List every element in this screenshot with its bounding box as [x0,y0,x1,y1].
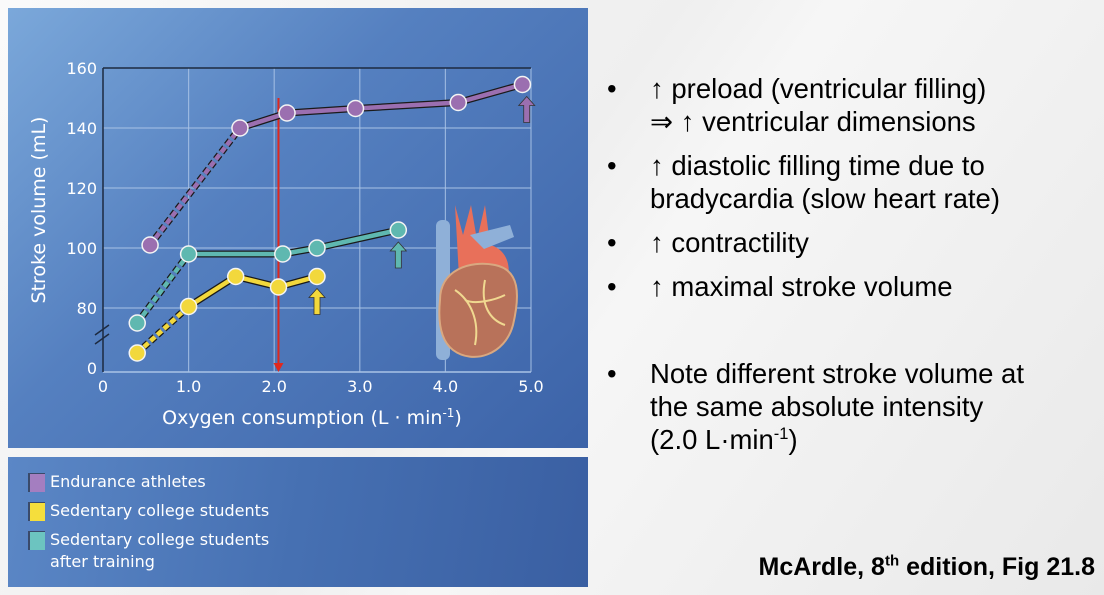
chart-panel [8,8,588,448]
series-line-segment [286,106,356,116]
x-tick-label: 3.0 [347,377,372,396]
y-tick-label: 160 [66,59,97,78]
legend-item-sedentary: Sedentary college students [28,500,269,522]
legend-swatch [28,473,45,492]
series-line-segment [187,274,237,309]
note-text-part: (2.0 L·min [650,424,774,455]
max-arrow-icon [308,287,326,315]
heart-pulmonary [470,225,514,249]
bullet-contractility: • ↑ contractility [605,226,1100,259]
y-tick-label: 80 [77,299,97,318]
y-tick-label: 140 [66,119,97,138]
legend-panel: Endurance athletes Sedentary college stu… [8,457,588,587]
data-point [128,344,146,362]
note-text-part: ) [788,424,798,455]
bullet-text: ↑ maximal stroke volume [650,271,953,302]
series-line-segment [148,126,242,247]
data-point [389,221,408,239]
bullet-text: ↑ contractility [650,227,809,258]
data-point [226,267,245,286]
note-text: (2.0 L·min-1) [650,423,1100,456]
legend-label-line1: Sedentary college students [50,530,270,549]
legend-label: Sedentary college students after training [50,529,269,573]
bullet-dot: • [607,271,617,302]
series-sedentary-college-students [128,267,326,362]
heart-vessels [454,279,506,346]
note-text: Note different stroke volume at [650,358,1024,389]
legend-label: Sedentary college students [50,501,270,520]
bullet-text: ↑ diastolic filling time due to [650,150,985,181]
x-tick-label: 5.0 [518,377,543,396]
x-tick-label: 2.0 [261,377,286,396]
series-endurance-athletes [141,75,536,254]
data-point [513,75,532,94]
heart-ventricles [438,262,518,358]
y-tick-label: 120 [66,179,97,198]
x-axis-label: Oxygen consumption (L · min-1) [162,406,462,429]
series-sedentary-college-students-after-training [128,221,408,332]
series-line-segment [316,227,399,251]
bullet-dot: • [607,73,617,104]
data-point [179,297,198,316]
legend-item-trained: Sedentary college students after training [28,529,269,573]
bullet-text: ⇒ ↑ ventricular dimensions [650,106,976,137]
x-tick-label: 4.0 [433,377,458,396]
bullet-max-sv: • ↑ maximal stroke volume [605,270,1100,303]
data-point [141,236,159,254]
bullet-diastolic: • ↑ diastolic filling time due to bradycar… [605,149,1100,215]
bullet-text: ↑ preload (ventricular filling) [650,73,987,104]
max-arrow-icon [389,241,408,269]
series-line-segment [135,304,191,355]
citation: McArdle, 8th edition, Fig 21.8 [759,553,1095,582]
x-tick-label: 0 [98,377,108,396]
max-arrow-icon [517,95,536,123]
legend-label-line2: after training [50,552,155,571]
superscript: th [884,552,900,570]
bullet-note: • Note different stroke volume at the sa… [605,357,1100,456]
data-point [346,99,365,118]
bullet-list: • ↑ preload (ventricular filling) ⇒ ↑ vent… [605,72,1100,456]
heart-illustration [436,205,518,360]
series-line-segment [457,82,524,105]
x-tick-label: 1.0 [176,377,201,396]
legend-label: Endurance athletes [50,472,206,491]
y-tick-label: 0 [87,359,97,378]
data-point [179,245,198,263]
axis-break-mark [94,324,110,345]
series-line-segment [355,100,459,111]
y-tick-label: 100 [66,239,97,258]
bullet-dot: • [607,358,617,389]
data-point [269,278,288,296]
data-point [278,104,296,122]
citation-text: McArdle, 8 [758,553,885,581]
superscript: -1 [773,424,789,443]
data-point [308,267,326,286]
data-point [308,239,326,257]
bullet-preload: • ↑ preload (ventricular filling) ⇒ ↑ vent… [605,72,1100,138]
data-point [449,93,467,112]
data-point [128,314,146,332]
bullet-text: bradycardia (slow heart rate) [650,183,1001,214]
y-axis-label: Stroke volume (mL) [28,117,50,304]
citation-text: edition, Fig 21.8 [899,553,1095,581]
annotation-arrowhead [273,363,284,372]
stroke-volume-chart: 160 140 120 100 80 00 1.0 2.0 3.0 4.0 5.0 Oxygen co… [28,59,544,429]
legend-item-endurance: Endurance athletes [28,471,206,493]
note-text: the same absolute intensity [650,391,984,422]
legend-swatch [28,531,45,550]
legend-swatch [28,502,45,521]
series-line-segment [135,252,191,325]
bullet-dot: • [607,227,617,258]
data-point [274,245,292,263]
data-point [231,119,249,137]
bullet-dot: • [607,150,617,181]
